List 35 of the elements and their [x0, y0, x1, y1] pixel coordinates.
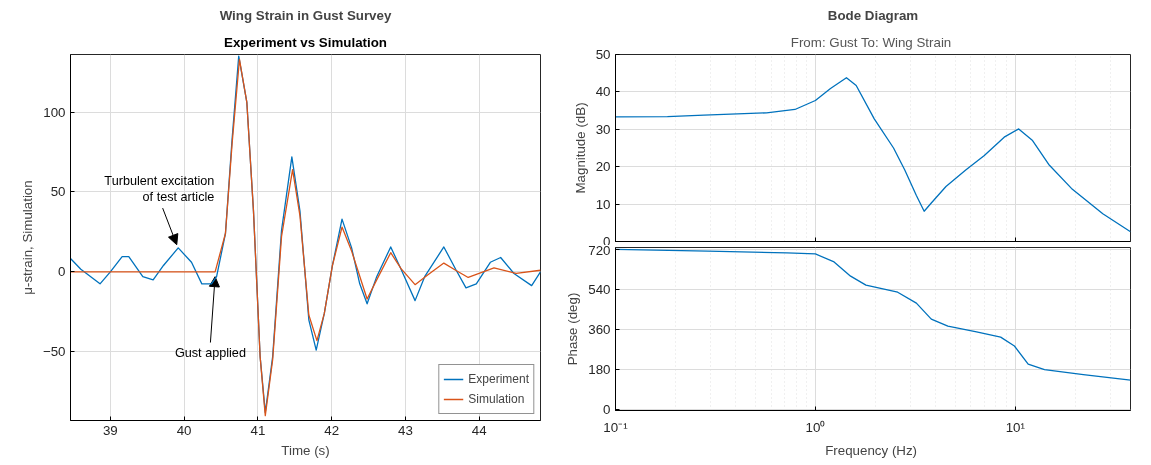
y-tick-label: 100 — [43, 104, 66, 120]
annotation: Gust applied — [174, 346, 246, 361]
legend-label: Simulation — [468, 392, 525, 406]
x-tick-label: 42 — [324, 422, 340, 438]
x-tick-label: 10⁻¹ — [603, 419, 629, 435]
x-tick-label: 10⁰ — [805, 419, 826, 435]
x-tick-label: 10¹ — [1005, 419, 1026, 435]
x-tick-label: 44 — [471, 422, 488, 438]
y-tick-label: 20 — [595, 159, 611, 175]
x-axis-title: Time (s) — [281, 442, 330, 458]
chart-subtitle: Experiment vs Simulation — [224, 34, 387, 50]
y-tick-label: 360 — [588, 321, 611, 337]
y-tick-label: 180 — [588, 361, 611, 377]
y-tick-label: 50 — [595, 47, 611, 62]
y-axis-title: μ-strain, Simulation — [19, 180, 35, 295]
x-axis-title: Frequency (Hz) — [825, 442, 918, 458]
y-tick-label: 30 — [595, 121, 611, 137]
x-tick-label: 40 — [176, 422, 192, 438]
y-tick-label: 0 — [603, 401, 611, 417]
annotation: Turbulent excitation of test article — [104, 173, 215, 205]
legend-label: Experiment — [468, 372, 529, 386]
x-tick-label: 41 — [250, 422, 266, 438]
chart-title: Wing Strain in Gust Survey — [219, 7, 392, 23]
y-tick-label: 0 — [58, 264, 66, 280]
x-tick-label: 39 — [102, 422, 118, 438]
y-tick-label: 540 — [588, 281, 611, 297]
chart-title: Bode Diagram — [827, 7, 919, 23]
y-tick-label: 10 — [595, 196, 611, 212]
y-axis-title: Magnitude (dB) — [572, 102, 588, 194]
y-tick-label: −50 — [42, 344, 66, 360]
y-tick-label: 40 — [595, 84, 611, 100]
y-tick-label: 50 — [50, 184, 66, 200]
x-tick-label: 43 — [398, 422, 413, 438]
y-axis-title: Phase (deg) — [565, 292, 581, 366]
chart-subtitle: From: Gust To: Wing Strain — [790, 34, 952, 50]
